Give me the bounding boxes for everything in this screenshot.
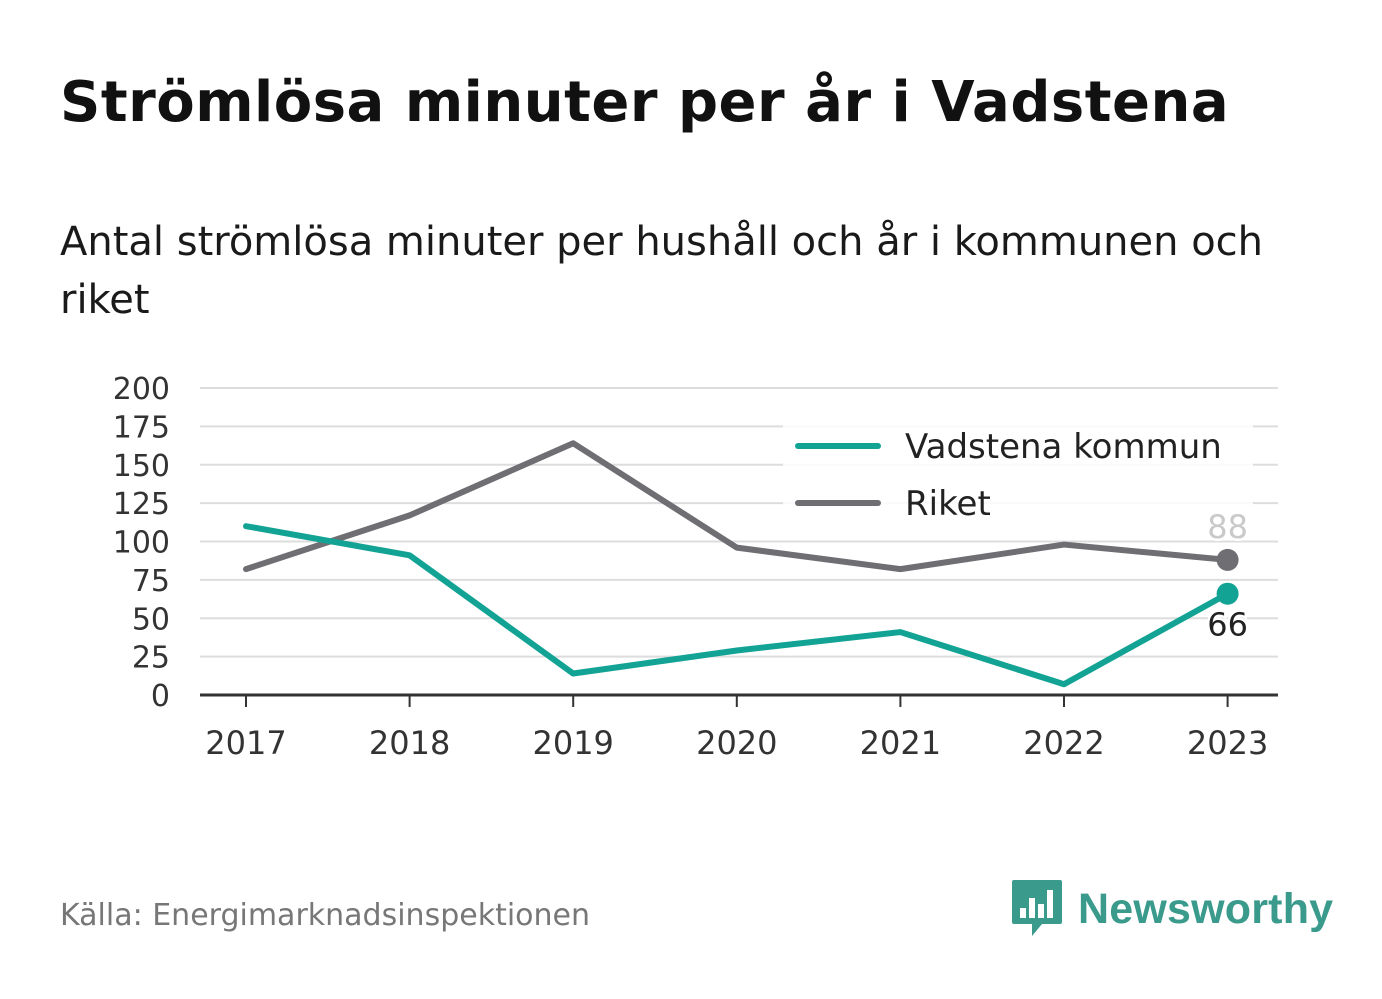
y-tick-label: 150 <box>113 449 170 484</box>
x-tick-label: 2023 <box>1187 724 1268 762</box>
series-line <box>243 523 1231 688</box>
y-tick-label: 75 <box>132 564 170 599</box>
end-labels: 66 88 <box>1205 505 1251 646</box>
y-tick-label: 200 <box>113 372 170 407</box>
end-value-label: 66 <box>1207 606 1248 644</box>
x-tick-label: 2018 <box>369 724 450 762</box>
y-tick-label: 25 <box>132 641 170 676</box>
series-lines <box>243 440 1239 688</box>
grid-lines <box>200 387 1278 658</box>
x-tick-label: 2017 <box>205 724 286 762</box>
series-end-point <box>1216 582 1239 605</box>
y-tick-label: 0 <box>151 679 170 714</box>
x-tick-label: 2021 <box>860 724 941 762</box>
y-tick-label: 50 <box>132 602 170 637</box>
x-tick-label: 2022 <box>1023 724 1104 762</box>
x-tick-label: 2019 <box>532 724 613 762</box>
y-tick-label: 125 <box>113 487 170 522</box>
y-tick-label: 175 <box>113 410 170 445</box>
brand-name: Newsworthy <box>1078 884 1334 933</box>
legend-background <box>783 422 1253 530</box>
brand-logo: Newsworthy <box>1010 878 1333 940</box>
source-note: Källa: Energimarknadsinspektionen <box>60 898 591 933</box>
y-tick-label: 100 <box>113 526 170 561</box>
end-value-label: 88 <box>1207 508 1248 546</box>
legend-label: Vadstena kommun <box>905 427 1222 467</box>
series-end-point <box>1216 548 1239 571</box>
newsworthy-logo-icon <box>1012 880 1062 936</box>
legend-label: Riket <box>905 484 991 524</box>
chart-subtitle: Antal strömlösa minuter per hushåll och … <box>60 219 1264 323</box>
x-axis: 2017 2018 2019 2020 2021 2022 2023 <box>200 693 1278 762</box>
x-tick-label: 2020 <box>696 724 777 762</box>
chart-title: Strömlösa minuter per år i Vadstena <box>60 70 1230 135</box>
series-line <box>243 440 1231 573</box>
legend: Vadstena kommun Riket <box>783 422 1253 530</box>
